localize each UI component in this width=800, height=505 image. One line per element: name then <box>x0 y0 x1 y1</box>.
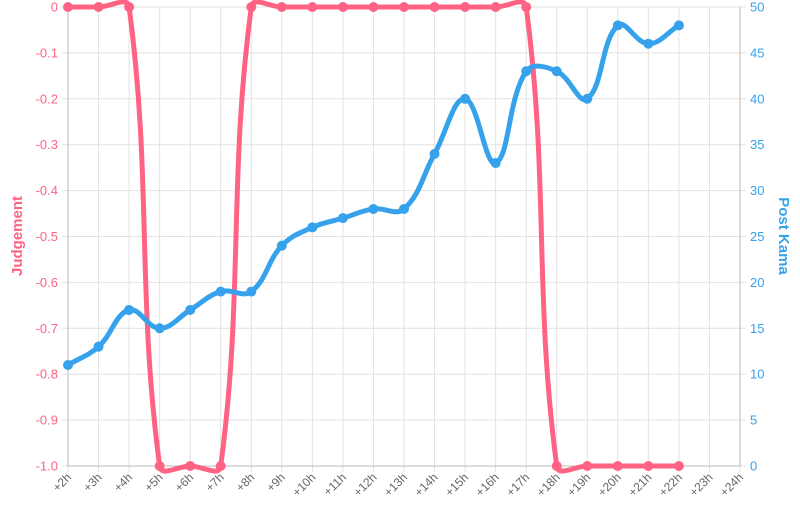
left-axis-ticks: 0 -0.1 -0.2 -0.3 -0.4 -0.5 -0.6 -0.7 -0.8 -0.9 -1.… <box>36 0 58 474</box>
data-point[interactable] <box>612 461 623 471</box>
data-point[interactable] <box>673 461 684 471</box>
x-tick-label: +22h <box>656 470 685 499</box>
data-point[interactable] <box>93 2 104 12</box>
x-tick-label: +9h <box>264 470 288 494</box>
data-point[interactable] <box>521 2 532 12</box>
right-tick-label: 45 <box>750 45 764 60</box>
left-axis-title: Judgement <box>9 196 26 276</box>
left-tick-label: -0.3 <box>36 137 58 152</box>
x-tick-label: +10h <box>289 470 318 499</box>
left-tick-label: -1.0 <box>36 459 58 474</box>
data-point[interactable] <box>124 2 135 12</box>
right-tick-label: 30 <box>750 183 764 198</box>
data-point[interactable] <box>643 461 654 471</box>
x-axis-ticks: +2h +3h +4h +5h +6h +7h +8h +9h +10h +11h +12h +13h… <box>50 470 746 499</box>
right-tick-label: 50 <box>750 0 764 15</box>
right-tick-label: 35 <box>750 137 764 152</box>
right-tick-label: 25 <box>750 229 764 244</box>
data-point[interactable] <box>63 2 73 12</box>
data-point[interactable] <box>185 461 196 471</box>
data-point[interactable] <box>551 66 562 77</box>
right-tick-label: 10 <box>750 367 764 382</box>
data-point[interactable] <box>368 2 379 12</box>
x-tick-label: +8h <box>233 470 257 494</box>
x-tick-label: +23h <box>687 470 716 499</box>
data-point[interactable] <box>429 2 440 12</box>
x-tick-label: +11h <box>321 470 349 498</box>
data-point[interactable] <box>63 360 73 371</box>
data-point[interactable] <box>490 2 501 12</box>
x-tick-label: +13h <box>381 470 410 499</box>
x-tick-label: +4h <box>111 470 135 494</box>
right-tick-label: 20 <box>750 275 764 290</box>
left-tick-label: -0.1 <box>36 45 58 60</box>
data-point[interactable] <box>154 461 165 471</box>
left-tick-label: -0.9 <box>36 413 58 428</box>
right-axis-title: Post Kama <box>775 197 792 275</box>
right-tick-label: 15 <box>750 321 764 336</box>
data-point[interactable] <box>93 341 104 352</box>
data-point[interactable] <box>521 66 532 77</box>
left-tick-label: -0.6 <box>36 275 58 290</box>
x-tick-label: +2h <box>50 470 74 494</box>
x-tick-label: +6h <box>172 470 196 494</box>
data-point[interactable] <box>307 222 318 233</box>
series <box>63 0 684 474</box>
x-tick-label: +16h <box>473 470 502 499</box>
data-point[interactable] <box>246 286 257 297</box>
grid <box>62 6 746 472</box>
data-point[interactable] <box>582 93 593 104</box>
data-point[interactable] <box>460 93 471 104</box>
series-line <box>65 21 682 368</box>
x-tick-label: +14h <box>412 470 441 499</box>
x-tick-label: +19h <box>564 470 593 499</box>
data-point[interactable] <box>215 461 226 471</box>
left-tick-label: 0 <box>51 0 58 15</box>
x-tick-label: +17h <box>503 470 532 499</box>
data-point[interactable] <box>551 461 562 471</box>
data-point[interactable] <box>612 20 623 31</box>
left-tick-label: -0.5 <box>36 229 58 244</box>
series-post-kama <box>63 20 684 371</box>
series-judgement <box>63 0 684 474</box>
right-tick-label: 5 <box>750 413 757 428</box>
right-tick-label: 0 <box>750 459 757 474</box>
left-tick-label: -0.2 <box>36 91 58 106</box>
data-point[interactable] <box>154 323 165 334</box>
data-point[interactable] <box>337 2 348 12</box>
x-tick-label: +20h <box>595 470 624 499</box>
data-point[interactable] <box>337 213 348 224</box>
x-tick-label: +24h <box>717 470 746 499</box>
data-point[interactable] <box>276 2 287 12</box>
x-tick-label: +3h <box>80 470 104 494</box>
data-point[interactable] <box>246 2 257 12</box>
x-tick-label: +21h <box>625 470 654 499</box>
left-tick-label: -0.4 <box>36 183 58 198</box>
data-point[interactable] <box>490 158 501 169</box>
data-point[interactable] <box>276 240 287 251</box>
data-point[interactable] <box>673 20 684 31</box>
data-point[interactable] <box>399 2 409 12</box>
data-point[interactable] <box>368 203 379 214</box>
data-point[interactable] <box>399 203 409 214</box>
data-point[interactable] <box>215 286 226 297</box>
data-point[interactable] <box>582 461 593 471</box>
data-point[interactable] <box>185 304 196 315</box>
x-tick-label: +5h <box>141 470 165 494</box>
x-tick-label: +15h <box>442 470 471 499</box>
left-tick-label: -0.8 <box>36 367 58 382</box>
x-tick-label: +7h <box>203 470 227 494</box>
right-tick-label: 40 <box>750 91 764 106</box>
data-point[interactable] <box>124 304 135 315</box>
data-point[interactable] <box>460 2 471 12</box>
data-point[interactable] <box>643 38 654 49</box>
data-point[interactable] <box>307 2 318 12</box>
data-point[interactable] <box>429 148 440 159</box>
left-tick-label: -0.7 <box>36 321 58 336</box>
x-tick-label: +18h <box>534 470 563 499</box>
x-tick-label: +12h <box>351 470 380 499</box>
